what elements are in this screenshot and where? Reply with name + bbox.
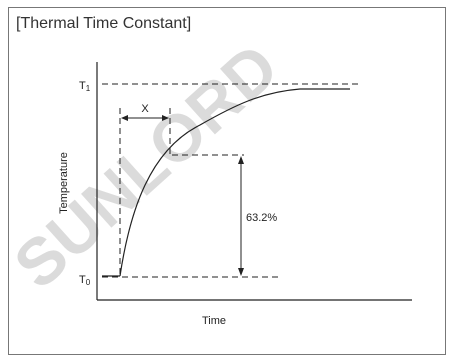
t0-label: T0: [79, 274, 91, 287]
watermark: SUNLORD: [0, 29, 292, 302]
figure-title: [Thermal Time Constant]: [16, 15, 192, 32]
watermark-text: SUNLORD: [0, 29, 292, 302]
x-axis-title: Time: [202, 315, 226, 327]
percent-label: 63.2%: [246, 212, 277, 224]
percent-dimension-arrow: [238, 156, 244, 276]
x-dimension-arrow: [121, 115, 169, 121]
figure-frame: [8, 7, 446, 355]
response-curve: [119, 88, 350, 277]
t1-label: T1: [79, 80, 91, 93]
x-dimension-label: X: [141, 103, 149, 115]
y-axis-title: Temperature: [58, 152, 70, 214]
